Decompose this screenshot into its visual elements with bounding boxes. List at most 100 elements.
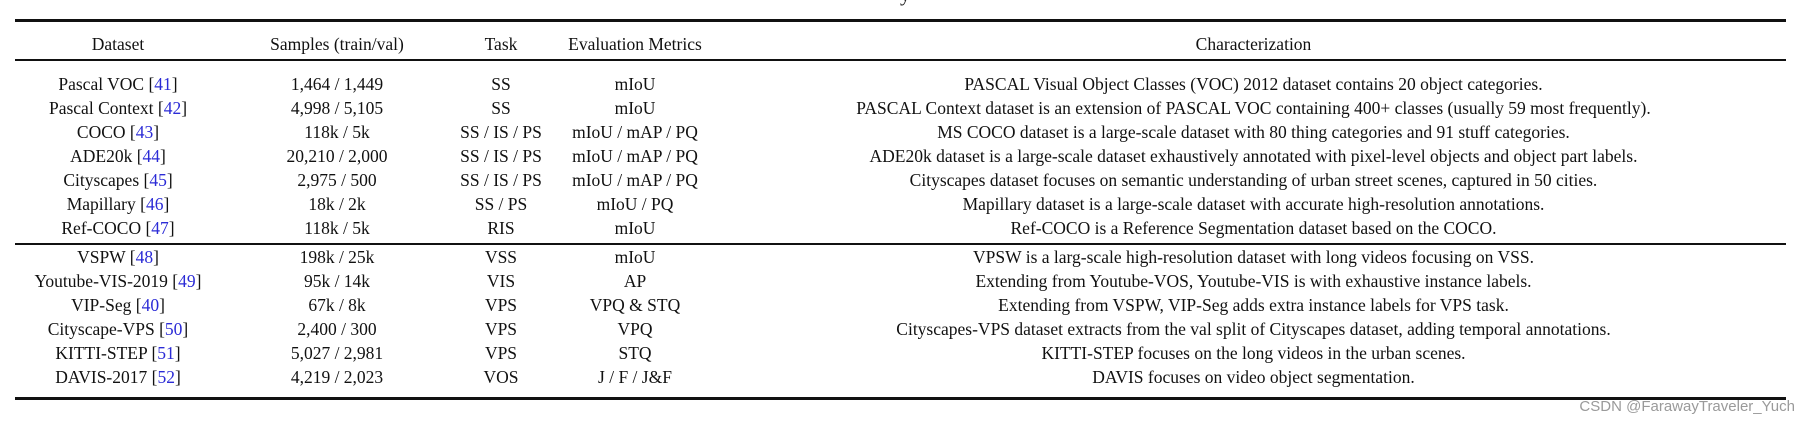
dataset-cell: Mapillary [46] (15, 192, 221, 216)
dataset-cell: ADE20k [44] (15, 144, 221, 168)
citation-number[interactable]: 41 (154, 74, 172, 94)
column-header-dataset: Dataset (91, 34, 145, 54)
characterization-cell: Mapillary dataset is a large-scale datas… (962, 194, 1545, 214)
characterization-cell: Extending from Youtube-VOS, Youtube-VIS … (975, 271, 1532, 291)
citation-link[interactable]: [41] (144, 74, 178, 94)
citation-number[interactable]: 43 (135, 122, 154, 142)
samples-cell: 4,219 / 2,023 (290, 367, 384, 387)
citation-link[interactable]: [48] (125, 247, 159, 267)
table-row: Cityscapes [45] 2,975 / 500 SS / IS / PS mI… (15, 168, 1786, 192)
task-cell: SS / IS / PS (460, 122, 542, 142)
table-top-rule (15, 19, 1786, 22)
samples-cell: 4,998 / 5,105 (290, 98, 384, 118)
metrics-cell: mIoU (614, 98, 656, 118)
dataset-name: KITTI-STEP (55, 343, 148, 363)
metrics-cell: mIoU / mAP / PQ (572, 146, 698, 166)
citation-number[interactable]: 40 (141, 295, 160, 315)
characterization-cell: PASCAL Visual Object Classes (VOC) 2012 … (964, 74, 1543, 94)
table-row: VIP-Seg [40] 67k / 8k VPS VPQ & STQ Extendin… (15, 293, 1786, 317)
citation-number[interactable]: 44 (142, 146, 161, 166)
dataset-name: VIP-Seg (71, 295, 132, 315)
metrics-cell: mIoU (614, 218, 656, 238)
samples-cell: 118k / 5k (304, 218, 370, 238)
task-cell: SS / IS / PS (460, 146, 542, 166)
dataset-name: Mapillary (66, 194, 136, 214)
dataset-cell: Pascal VOC [41] (15, 72, 221, 96)
image-datasets-table: Pascal VOC [41] 1,464 / 1,449 SS mIoU PASCAL… (15, 72, 1786, 240)
task-cell: VPS (484, 295, 518, 315)
citation-link[interactable]: [49] (167, 271, 202, 291)
table-row: Pascal Context [42] 4,998 / 5,105 SS mIoU PA… (15, 96, 1786, 120)
citation-link[interactable]: [45] (139, 170, 173, 190)
metrics-cell: mIoU (614, 74, 656, 94)
characterization-cell: VPSW is a larg-scale high-resolution dat… (973, 247, 1534, 267)
table-row: DAVIS-2017 [52] 4,219 / 2,023 VOS J / F / J… (15, 365, 1786, 389)
characterization-cell: Extending from VSPW, VIP-Seg adds extra … (998, 295, 1509, 315)
samples-cell: 1,464 / 1,449 (290, 74, 384, 94)
video-datasets-table: VSPW [48] 198k / 25k VSS mIoU VPSW is a larg… (15, 245, 1786, 389)
citation-number[interactable]: 50 (164, 319, 183, 339)
characterization-cell: Ref-COCO is a Reference Segmentation dat… (1010, 218, 1497, 238)
table-row: ADE20k [44] 20,210 / 2,000 SS / IS / PS mIo… (15, 144, 1786, 168)
citation-number[interactable]: 42 (163, 98, 182, 118)
characterization-cell: Cityscapes-VPS dataset extracts from the… (896, 319, 1611, 339)
citation-link[interactable]: [43] (125, 122, 160, 142)
samples-cell: 2,400 / 300 (297, 319, 377, 339)
dataset-name: Pascal Context (48, 98, 154, 118)
citation-link[interactable]: [44] (132, 146, 166, 166)
citation-link[interactable]: [42] (153, 98, 188, 118)
task-cell: SS / IS / PS (460, 170, 542, 190)
task-cell: SS / PS (474, 194, 528, 214)
dataset-cell: Cityscapes [45] (15, 168, 221, 192)
dataset-name: ADE20k (70, 146, 133, 166)
citation-number[interactable]: 48 (135, 247, 154, 267)
column-header-samples: Samples (train/val) (270, 34, 404, 54)
samples-cell: 18k / 2k (308, 194, 366, 214)
metrics-cell: AP (623, 271, 647, 291)
metrics-cell: mIoU / mAP / PQ (572, 122, 698, 142)
dataset-name: Youtube-VIS-2019 (34, 271, 168, 291)
citation-number[interactable]: 46 (145, 194, 164, 214)
samples-cell: 5,027 / 2,981 (290, 343, 384, 363)
table-header: Dataset Samples (train/val) Task Evaluat… (15, 32, 1786, 56)
citation-number[interactable]: 49 (178, 271, 196, 291)
dataset-cell: Ref-COCO [47] (15, 216, 221, 240)
task-cell: SS (491, 74, 511, 94)
citation-link[interactable]: [52] (147, 367, 181, 387)
characterization-cell: PASCAL Context dataset is an extension o… (856, 98, 1651, 118)
dataset-cell: COCO [43] (15, 120, 221, 144)
metrics-cell: mIoU / PQ (596, 194, 674, 214)
column-header-task: Task (484, 34, 518, 54)
table-row: Youtube-VIS-2019 [49] 95k / 14k VIS AP Exten… (15, 269, 1786, 293)
metrics-cell: mIoU / mAP / PQ (572, 170, 698, 190)
citation-link[interactable]: [46] (135, 194, 170, 214)
table-row: VSPW [48] 198k / 25k VSS mIoU VPSW is a larg… (15, 245, 1786, 269)
samples-cell: 20,210 / 2,000 (286, 146, 388, 166)
samples-cell: 67k / 8k (308, 295, 366, 315)
table-row: Pascal VOC [41] 1,464 / 1,449 SS mIoU PASCAL… (15, 72, 1786, 96)
column-header-metrics: Evaluation Metrics (568, 34, 702, 54)
metrics-cell: J / F / J&F (598, 367, 672, 387)
citation-link[interactable]: [50] (154, 319, 189, 339)
samples-cell: 95k / 14k (303, 271, 371, 291)
dataset-cell: KITTI-STEP [51] (15, 341, 221, 365)
table-bottom-rule (15, 397, 1786, 400)
caption-text-left: y (900, 0, 911, 6)
dataset-name: Ref-COCO (61, 218, 142, 238)
citation-number[interactable]: 51 (157, 343, 175, 363)
citation-number[interactable]: 45 (149, 170, 167, 190)
dataset-name: VSPW (77, 247, 126, 267)
citation-number[interactable]: 47 (151, 218, 169, 238)
citation-link[interactable]: [47] (141, 218, 175, 238)
task-cell: VIS (486, 271, 516, 291)
table-row: Cityscape-VPS [50] 2,400 / 300 VPS VPQ Citys… (15, 317, 1786, 341)
citation-link[interactable]: [40] (131, 295, 165, 315)
table-row: Mapillary [46] 18k / 2k SS / PS mIoU / PQ Ma… (15, 192, 1786, 216)
dataset-name: Cityscape-VPS (47, 319, 155, 339)
characterization-cell: Cityscapes dataset focuses on semantic u… (909, 170, 1598, 190)
characterization-cell: MS COCO dataset is a large-scale dataset… (937, 122, 1570, 142)
citation-link[interactable]: [51] (147, 343, 181, 363)
metrics-cell: STQ (618, 343, 652, 363)
citation-number[interactable]: 52 (157, 367, 175, 387)
dataset-cell: VIP-Seg [40] (15, 293, 221, 317)
